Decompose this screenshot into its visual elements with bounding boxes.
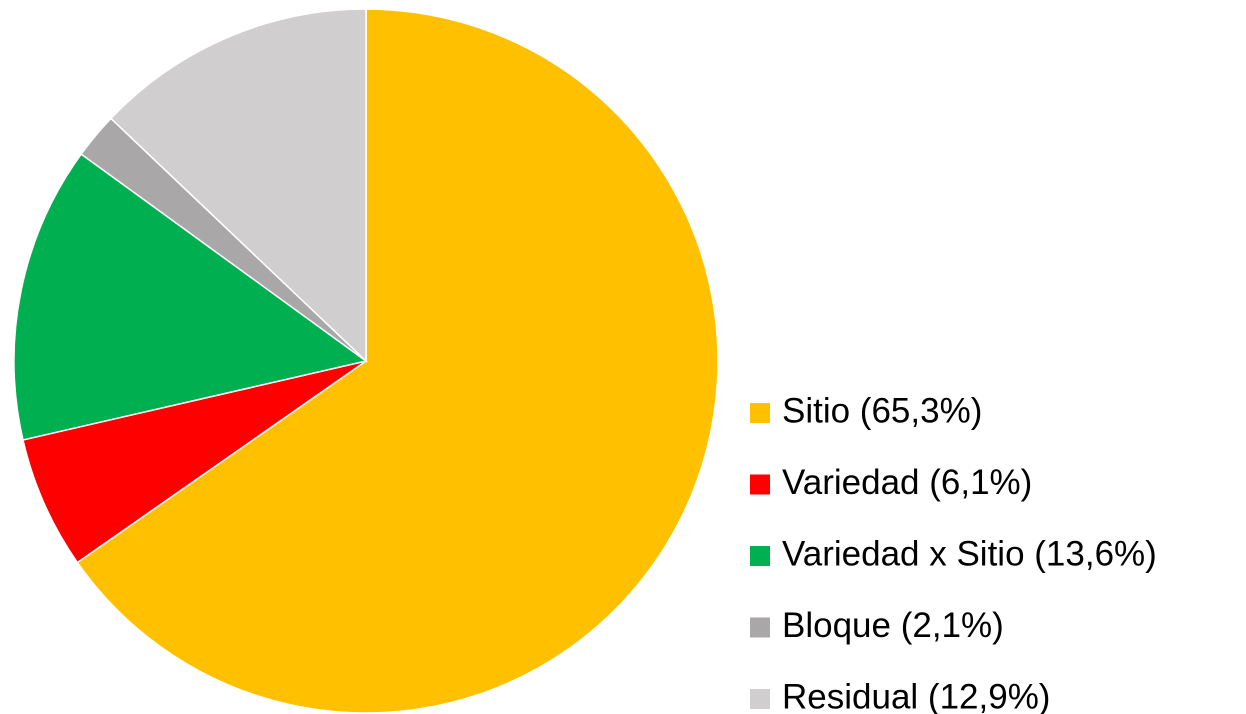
legend-label: Variedad x Sitio (13,6%) — [782, 534, 1157, 573]
legend-label: Variedad (6,1%) — [782, 463, 1032, 502]
pie-slice — [109, 8, 367, 363]
legend-label: Sitio (65,3%) — [782, 391, 982, 430]
pie-slice — [76, 8, 719, 714]
legend-swatch — [750, 546, 770, 566]
pie-slice — [22, 360, 367, 564]
legend-swatch — [750, 474, 770, 495]
legend-swatch — [750, 403, 770, 423]
pie-slice — [13, 153, 368, 441]
legend-swatch — [750, 689, 770, 709]
legend-swatch — [750, 617, 770, 638]
legend-label: Bloque (2,1%) — [782, 606, 1004, 645]
legend-label: Residual (12,9%) — [782, 677, 1050, 714]
